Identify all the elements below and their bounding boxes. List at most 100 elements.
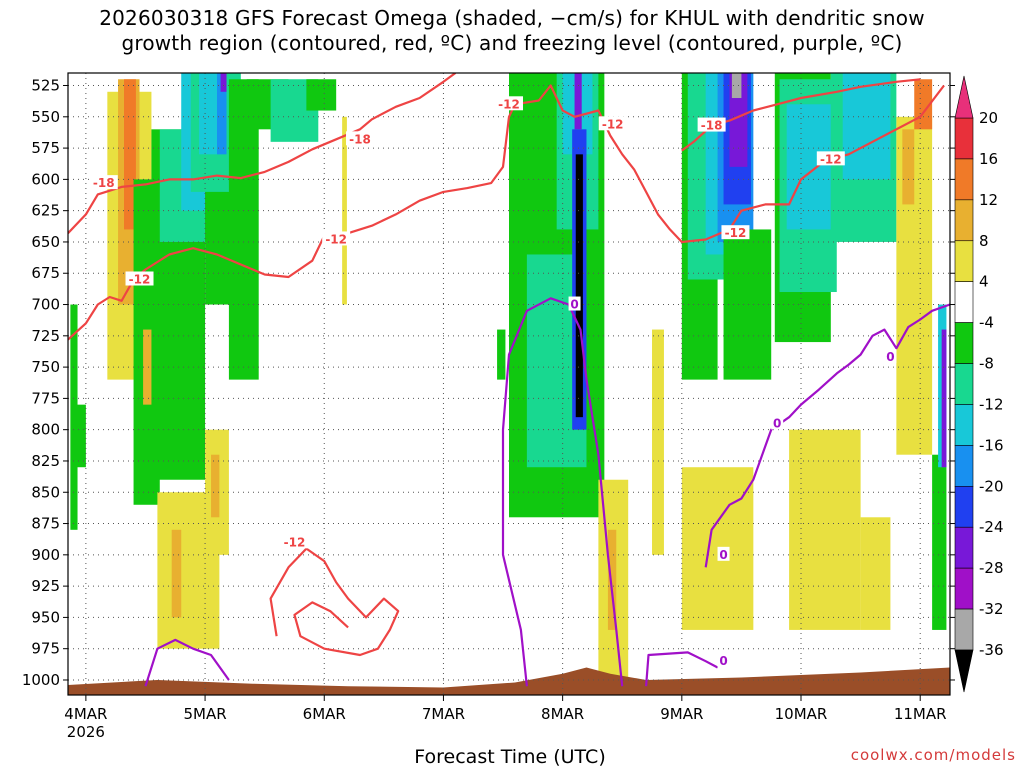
contour-label-0: -12 bbox=[129, 272, 151, 286]
contour-label-bg-3 bbox=[598, 116, 627, 131]
omega-patch-57 bbox=[941, 329, 947, 468]
ytick-label-1000: 1000 bbox=[22, 671, 60, 689]
contour-label-11: 0 bbox=[719, 654, 727, 668]
omega-patch-13 bbox=[220, 73, 227, 92]
contour-label-7: -18 bbox=[349, 132, 371, 146]
contour-label-bg-7 bbox=[346, 131, 375, 146]
xtick-label-5: 9MAR bbox=[660, 705, 703, 723]
ytick-label-550: 550 bbox=[31, 108, 60, 126]
colorbar-bin-4 bbox=[954, 281, 974, 323]
colorbar-bin-10 bbox=[954, 526, 974, 569]
contour-label-12: 0 bbox=[719, 548, 727, 562]
colorbar-label-12: -32 bbox=[979, 600, 1004, 618]
contour-label-10: 0 bbox=[570, 298, 578, 312]
omega-patch-17 bbox=[306, 79, 337, 111]
omega-patch-42 bbox=[723, 229, 772, 380]
omega-patch-0 bbox=[70, 304, 78, 530]
contour-label-8: -18 bbox=[701, 119, 723, 133]
colorbar-bin-5 bbox=[954, 322, 974, 364]
contour-label-13: 0 bbox=[773, 416, 781, 430]
omega-patch-24 bbox=[497, 329, 506, 380]
ytick-label-775: 775 bbox=[31, 389, 60, 407]
ytick-label-575: 575 bbox=[31, 139, 60, 157]
colorbar-label-7: -12 bbox=[979, 395, 1004, 413]
plot-frame bbox=[67, 72, 951, 696]
omega-patch-4 bbox=[124, 79, 136, 230]
ytick-label-950: 950 bbox=[31, 608, 60, 626]
contour-label-3: -12 bbox=[602, 117, 624, 131]
omega-patch-23 bbox=[342, 116, 347, 305]
xtick-label-3: 7MAR bbox=[422, 705, 465, 723]
axes: 525 550 575 600 625 650 675 700 725 750 775 800 825 8… bbox=[22, 72, 955, 741]
ytick-label-675: 675 bbox=[31, 264, 60, 282]
contour-label-bg-13 bbox=[771, 415, 784, 430]
ytick-label-700: 700 bbox=[31, 296, 60, 314]
contour-label-bg-12 bbox=[717, 546, 730, 561]
colorbar: 20 16 12 8 4 -4 -8 -12 -16 -20 -24 -28 -32 -36 bbox=[954, 75, 1004, 693]
omega-patch-53 bbox=[902, 129, 915, 205]
xtick-year-label: 2026 bbox=[67, 723, 105, 741]
contour-7 bbox=[704, 303, 950, 568]
colorbar-label-2: 12 bbox=[979, 191, 998, 209]
contour-label-5: -12 bbox=[820, 152, 842, 166]
omega-patch-22 bbox=[143, 329, 152, 405]
colorbar-bottom-arrow bbox=[954, 649, 974, 693]
ytick-label-875: 875 bbox=[31, 515, 60, 533]
ytick-label-650: 650 bbox=[31, 233, 60, 251]
colorbar-bin-6 bbox=[954, 363, 974, 405]
colorbar-top-arrow bbox=[954, 75, 974, 119]
colorbar-label-1: 16 bbox=[979, 150, 998, 168]
x-axis-label: Forecast Time (UTC) bbox=[414, 746, 606, 768]
ytick-label-825: 825 bbox=[31, 452, 60, 470]
contour-label-4: -12 bbox=[725, 226, 747, 240]
omega-patch-51 bbox=[860, 517, 891, 630]
omega-patch-30 bbox=[575, 154, 583, 418]
contour-label-bg-5 bbox=[816, 151, 845, 166]
omega-patch-45 bbox=[786, 104, 831, 230]
plot-area bbox=[68, 73, 950, 695]
ytick-label-725: 725 bbox=[31, 327, 60, 345]
xtick-label-0: 4MAR bbox=[64, 705, 107, 723]
colorbar-label-9: -20 bbox=[979, 477, 1004, 495]
colorbar-label-13: -36 bbox=[979, 641, 1004, 659]
omega-patch-50 bbox=[789, 429, 861, 630]
colorbar-label-3: 8 bbox=[979, 232, 989, 250]
colorbar-bin-2 bbox=[954, 199, 974, 242]
omega-patch-33 bbox=[607, 529, 617, 630]
chart-title-line-1: 2026030318 GFS Forecast Omega (shaded, −… bbox=[99, 6, 925, 30]
omega-patch-1 bbox=[76, 404, 86, 468]
omega-patch-34 bbox=[652, 329, 664, 555]
omega-patch-12 bbox=[216, 73, 227, 155]
xtick-label-1: 5MAR bbox=[183, 705, 226, 723]
colorbar-bin-0 bbox=[954, 117, 974, 160]
ytick-label-600: 600 bbox=[31, 170, 60, 188]
grid-lines bbox=[68, 73, 950, 695]
contour-label-bg-14 bbox=[884, 349, 897, 364]
ytick-label-750: 750 bbox=[31, 358, 60, 376]
contour-label-bg-4 bbox=[721, 225, 750, 240]
contour-label-9: -12 bbox=[284, 535, 306, 549]
contour-label-bg-9 bbox=[280, 534, 309, 549]
contour-4 bbox=[144, 638, 230, 687]
xtick-label-2: 6MAR bbox=[303, 705, 346, 723]
colorbar-bin-7 bbox=[954, 404, 974, 446]
contour-label-2: -12 bbox=[498, 97, 520, 111]
chart-title-line-2: growth region (contoured, red, ºC) and f… bbox=[121, 31, 903, 55]
ytick-label-850: 850 bbox=[31, 483, 60, 501]
xtick-label-4: 8MAR bbox=[541, 705, 584, 723]
colorbar-bin-11 bbox=[954, 567, 974, 610]
xtick-label-7: 11MAR bbox=[894, 705, 947, 723]
colorbar-bin-12 bbox=[954, 608, 974, 651]
contour-label-bg-11 bbox=[717, 653, 730, 668]
colorbar-label-4: 4 bbox=[979, 273, 989, 291]
contour-label-bg-0 bbox=[125, 271, 154, 286]
colorbar-bin-1 bbox=[954, 158, 974, 201]
ytick-label-525: 525 bbox=[31, 77, 60, 95]
colorbar-label-6: -8 bbox=[979, 355, 994, 373]
omega-patch-41 bbox=[731, 73, 742, 99]
omega-patch-31 bbox=[574, 73, 582, 130]
colorbar-label-8: -16 bbox=[979, 436, 1004, 454]
contour-6 bbox=[645, 651, 719, 687]
contour-label-bg-1 bbox=[322, 231, 351, 246]
